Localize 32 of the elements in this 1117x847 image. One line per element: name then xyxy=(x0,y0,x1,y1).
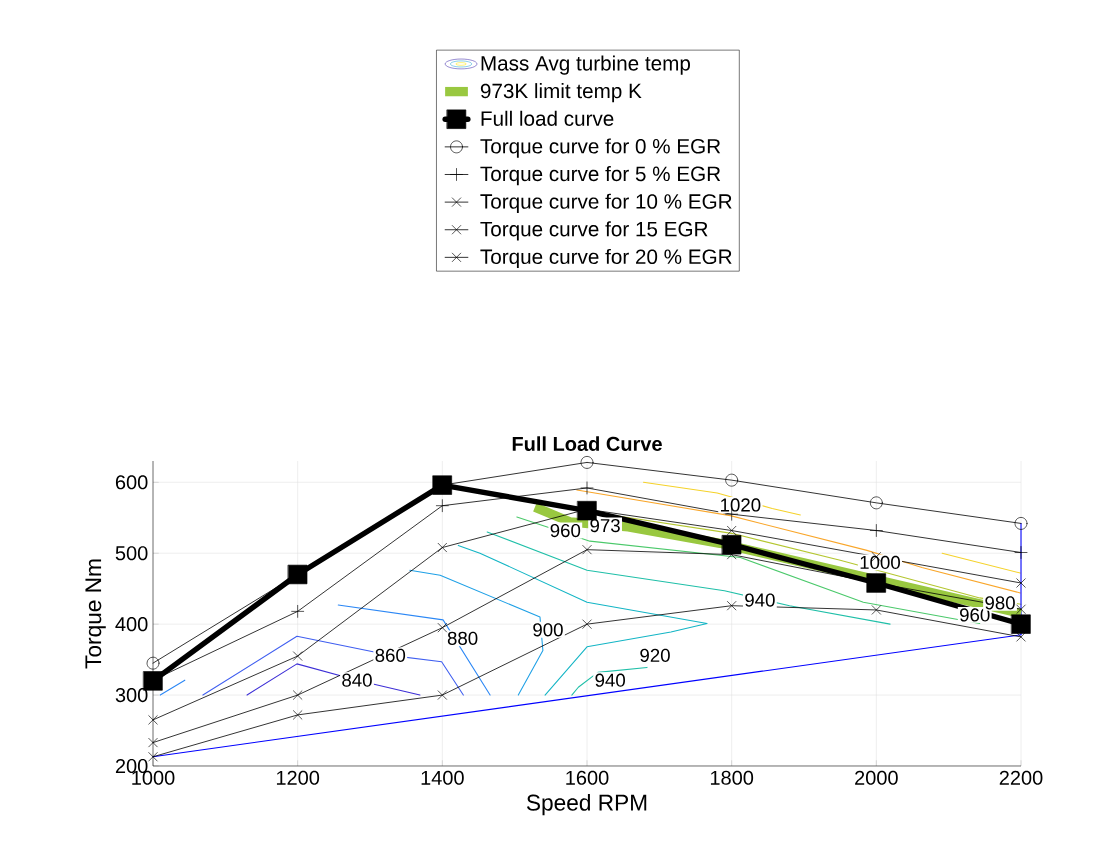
legend-label: Torque curve for 10 % EGR xyxy=(480,193,732,213)
legend-label: Torque curve for 5 % EGR xyxy=(480,166,721,186)
annotation: 920 xyxy=(640,648,670,662)
annotation: 1020 xyxy=(721,498,761,512)
y-tick-label: 300 xyxy=(115,687,148,703)
annotation: 880 xyxy=(447,631,478,645)
y-tick-label: 500 xyxy=(115,546,148,561)
x-tick-label: 1400 xyxy=(421,770,464,785)
legend-label: Torque curve for 15 EGR xyxy=(480,221,708,241)
legend-label: Torque curve for 20 % EGR xyxy=(480,248,732,269)
legend-label: 973K limit temp K xyxy=(480,83,642,103)
legend-label: Full load curve xyxy=(481,110,614,126)
chart-title: Full Load Curve xyxy=(512,436,662,451)
annotation: 980 xyxy=(985,596,1015,610)
legend-label: Torque curve for 0 % EGR xyxy=(480,138,721,158)
x-tick-label: 2000 xyxy=(855,770,898,785)
annotation: 960 xyxy=(550,523,581,538)
annotation: 973 xyxy=(590,518,620,533)
annotation: 900 xyxy=(533,623,563,637)
x-axis-title: Speed RPM xyxy=(526,794,647,816)
legend-title: Mass Avg turbine temp xyxy=(481,55,690,75)
y-tick-label: 600 xyxy=(115,475,148,490)
x-tick-label: 1800 xyxy=(710,770,754,785)
annotation: 1000 xyxy=(860,555,900,570)
x-tick-label: 2200 xyxy=(999,770,1043,785)
y-tick-label: 400 xyxy=(115,617,148,632)
x-tick-label: 1600 xyxy=(566,770,609,785)
y-axis-title: Torque Nm xyxy=(85,559,106,669)
annotation: 940 xyxy=(595,673,625,687)
x-tick-label: 1200 xyxy=(276,770,320,785)
annotation: 960 xyxy=(960,608,990,622)
annotation: 940 xyxy=(745,593,775,607)
